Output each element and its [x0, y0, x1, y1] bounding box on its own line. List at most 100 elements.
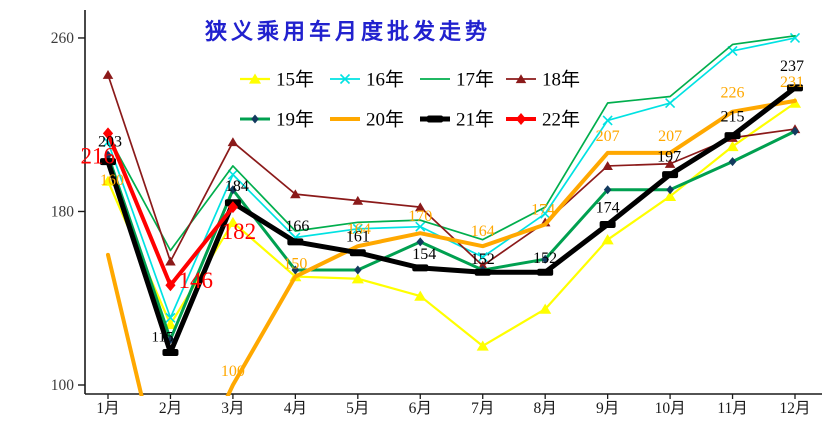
series-line	[106, 98, 797, 396]
data-point-marker	[791, 126, 799, 136]
data-point-marker	[541, 254, 550, 264]
data-point-marker	[166, 334, 175, 344]
point-label-21-m12: 237	[780, 58, 804, 75]
point-label-22-m1: 216	[81, 143, 116, 168]
axes: 100 180 260 1月 2月 3月 4月 5月 6月 7月 8月 9月 10月 11月 12月	[51, 10, 822, 417]
y-tick-label: 180	[51, 203, 75, 220]
point-labels: 2162031601461151841821001661501641611701…	[81, 58, 804, 380]
point-label-21-m9: 174	[596, 199, 620, 216]
data-point-marker	[104, 150, 112, 160]
data-point-marker	[165, 279, 176, 292]
x-axis-label-4: 4月	[284, 400, 307, 417]
data-point-marker	[352, 195, 364, 205]
data-point-marker	[100, 158, 116, 166]
legend-item-year18: 18年	[506, 69, 580, 91]
data-point-marker	[789, 32, 801, 44]
x-axis-label-8: 8月	[534, 400, 557, 417]
legend-item-year17: 17年	[420, 69, 494, 91]
series-year17	[107, 34, 796, 252]
legend-label: 21年	[456, 109, 494, 131]
data-point-marker	[599, 220, 616, 228]
data-point-marker	[227, 201, 239, 214]
data-point-marker	[662, 171, 679, 179]
series-line	[107, 34, 796, 252]
x-axis-label-6: 6月	[409, 400, 432, 417]
legend-label: 17年	[456, 69, 494, 91]
data-point-marker	[664, 158, 676, 168]
legend-label: 19年	[276, 109, 314, 131]
series-year16	[102, 32, 801, 323]
point-label-20-m6: 170	[408, 208, 432, 225]
series-line	[107, 73, 796, 267]
point-label-20-m12: 231	[780, 74, 804, 91]
series-line	[106, 101, 797, 348]
point-label-21-m10: 197	[657, 149, 681, 166]
legend-marker-diamond	[251, 114, 259, 124]
point-label-20-m4: 150	[283, 256, 307, 273]
legend-item-year22: 22年	[506, 109, 580, 131]
data-point-marker	[165, 256, 176, 266]
data-point-marker	[724, 132, 741, 140]
data-point-marker	[291, 265, 300, 275]
series-year21	[100, 84, 803, 356]
data-point-marker	[352, 223, 363, 234]
data-point-marker	[290, 189, 301, 199]
x-axis-label-11: 11月	[717, 400, 747, 417]
x-axis-label-3: 3月	[221, 400, 244, 417]
legend-marker-dash	[427, 115, 443, 123]
point-label-20-m11: 226	[721, 85, 745, 102]
series-year19	[104, 126, 799, 344]
point-label-21-m1: 203	[98, 134, 122, 151]
data-point-marker	[603, 185, 612, 195]
point-label-21-m2: 115	[151, 329, 173, 345]
point-label-20-m7: 164	[471, 223, 495, 240]
data-point-marker	[664, 190, 677, 201]
point-label-20-m5: 164	[347, 221, 371, 238]
point-label-21-m8: 152	[533, 250, 557, 267]
chart-title: 狭义乘用车月度批发走势	[204, 19, 491, 44]
point-label-22-m3: 182	[222, 219, 257, 244]
x-axis-label-2: 2月	[159, 400, 182, 417]
data-point-marker	[476, 340, 489, 351]
data-point-marker	[602, 115, 613, 126]
point-label-20-m9: 207	[596, 128, 620, 145]
point-label-20-m1: 160	[100, 172, 124, 189]
series-line	[105, 85, 798, 355]
data-point-marker	[165, 312, 176, 323]
point-label-20-m8: 174	[531, 201, 555, 218]
legend-marker-triangle	[248, 73, 262, 84]
data-point-marker	[349, 249, 366, 257]
data-point-marker	[162, 348, 179, 356]
legend-label: 18年	[542, 69, 580, 91]
data-point-marker	[102, 127, 114, 140]
x-axis-label-10: 10月	[655, 400, 686, 417]
point-label-21-m3: 184	[225, 178, 249, 195]
data-point-marker	[227, 169, 238, 180]
data-point-marker	[786, 84, 803, 92]
y-tick-label: 100	[51, 377, 75, 394]
series-line	[107, 37, 796, 319]
y-tick-label: 260	[51, 30, 75, 47]
point-label-22-m2: 146	[178, 268, 213, 293]
point-label-21-m4: 166	[285, 218, 309, 235]
data-point-marker	[226, 216, 239, 227]
data-point-marker	[537, 268, 554, 276]
series-year15	[101, 97, 802, 351]
data-point-marker	[539, 303, 552, 314]
point-label-21-m11: 215	[721, 109, 745, 126]
x-axis-label-1: 1月	[96, 400, 119, 417]
legend-marker-diamond	[515, 113, 527, 125]
legend-label: 15年	[276, 69, 314, 91]
x-axis-label-9: 9月	[596, 400, 619, 417]
data-point-marker	[353, 265, 362, 275]
legend-item-year15: 15年	[240, 69, 314, 91]
data-point-marker	[414, 290, 427, 301]
legend-marker-x	[339, 73, 351, 85]
data-point-marker	[726, 140, 739, 152]
series-year22	[102, 127, 239, 292]
data-point-marker	[601, 234, 614, 245]
data-point-marker	[415, 221, 426, 232]
point-label-20-m3: 100	[221, 363, 245, 380]
